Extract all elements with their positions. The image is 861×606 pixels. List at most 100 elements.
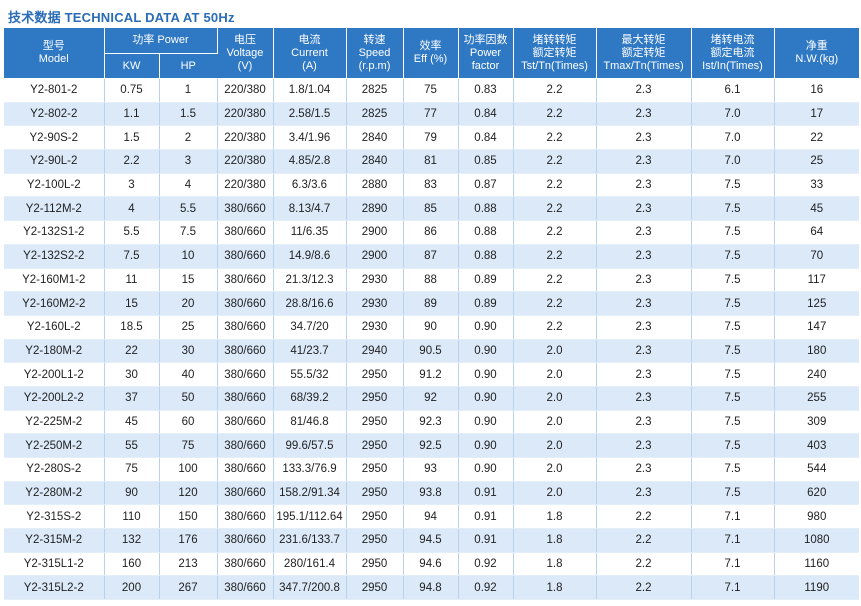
table-cell: 22 [774, 125, 859, 151]
table-row: Y2-160M2-2 15 20 380/660 28.8/16.6 2930 89 0.89… [4, 291, 859, 316]
table-cell: 2.3 [596, 173, 692, 198]
table-cell: 220/380 [217, 125, 274, 151]
table-cell: 18.5 [104, 315, 160, 340]
table-cell: 380/660 [217, 339, 274, 364]
table-cell: 1.5 [104, 125, 160, 151]
technical-data-table: 型号 Model 功率 Power 电压 Voltage (V) 电流 Curr… [4, 28, 859, 601]
table-cell: 1.1 [104, 102, 160, 127]
table-cell: 2.3 [596, 268, 692, 293]
table-cell: 17 [774, 102, 859, 127]
table-cell: 7.5 [691, 244, 775, 269]
table-cell: 544 [774, 457, 859, 482]
table-cell: 2.3 [596, 244, 692, 269]
table-cell: 75 [403, 78, 459, 103]
table-cell: 7.5 [691, 362, 775, 387]
table-cell: 87 [403, 244, 459, 269]
table-cell: 7.5 [691, 339, 775, 364]
table-cell: 100 [159, 457, 218, 482]
table-cell: 2950 [346, 433, 404, 458]
table-cell: 0.90 [458, 433, 514, 458]
table-cell: 2.2 [513, 220, 597, 245]
table-cell: 120 [159, 481, 218, 506]
table-cell: 7.5 [691, 268, 775, 293]
table-cell: 92.5 [403, 433, 459, 458]
table-cell: 255 [774, 386, 859, 411]
table-cell: 1 [159, 78, 218, 103]
table-cell: Y2-160M2-2 [4, 291, 105, 316]
header-model: 型号 Model [4, 28, 105, 79]
table-cell: 2950 [346, 386, 404, 411]
table-cell: 5.5 [104, 220, 160, 245]
table-cell: 75 [104, 457, 160, 482]
table-cell: 2.0 [513, 433, 597, 458]
table-cell: 2.2 [513, 244, 597, 269]
table-cell: Y2-280S-2 [4, 457, 105, 482]
table-cell: 20 [159, 291, 218, 316]
table-row: Y2-801-2 0.75 1 220/380 1.8/1.04 2825 75 0.83 2.… [4, 78, 859, 103]
table-cell: 2.3 [596, 315, 692, 340]
table-cell: 55 [104, 433, 160, 458]
header-voltage: 电压 Voltage (V) [217, 28, 274, 79]
table-row: Y2-250M-2 55 75 380/660 99.6/57.5 2950 92.5 0.9… [4, 433, 859, 458]
table-cell: 6.3/3.6 [273, 173, 347, 198]
table-cell: 2.3 [596, 433, 692, 458]
table-cell: 2.2 [596, 575, 692, 601]
table-cell: 2930 [346, 315, 404, 340]
table-cell: 380/660 [217, 220, 274, 245]
table-cell: 240 [774, 362, 859, 387]
table-cell: 0.84 [458, 102, 514, 127]
table-cell: 7.5 [691, 481, 775, 506]
table-cell: 34.7/20 [273, 315, 347, 340]
header-hp: HP [159, 53, 217, 79]
table-cell: 5.5 [159, 196, 218, 222]
table-cell: 1.8/1.04 [273, 78, 347, 103]
table-cell: 380/660 [217, 481, 274, 506]
table-cell: 1190 [774, 575, 859, 601]
table-cell: 380/660 [217, 244, 274, 269]
table-cell: 0.90 [458, 386, 514, 411]
table-cell: 195.1/112.64 [273, 504, 347, 530]
table-cell: 2840 [346, 149, 404, 174]
table-cell: 90 [104, 481, 160, 506]
table-cell: 93.8 [403, 481, 459, 506]
header-locked-rotor-torque: 堵转转矩 额定转矩 Tst/Tn(Times) [513, 28, 597, 79]
table-cell: 30 [159, 339, 218, 364]
table-cell: 30 [104, 362, 160, 387]
table-cell: 81/46.8 [273, 410, 347, 435]
table-cell: 380/660 [217, 362, 274, 387]
table-cell: 1.8 [513, 552, 597, 577]
table-cell: 147 [774, 315, 859, 340]
table-row: Y2-90L-2 2.2 3 220/380 4.85/2.8 2840 81 0.85 2.2… [4, 149, 859, 174]
table-cell: 200 [104, 575, 160, 601]
table-cell: 220/380 [217, 173, 274, 198]
table-cell: 180 [774, 339, 859, 364]
table-row: Y2-160M1-2 11 15 380/660 21.3/12.3 2930 88 0.89… [4, 268, 859, 293]
table-cell: 8.13/4.7 [273, 196, 347, 222]
table-row: Y2-132S1-2 5.5 7.5 380/660 11/6.35 2900 86 0.88… [4, 220, 859, 245]
header-current: 电流 Current (A) [273, 28, 347, 79]
table-cell: 2.3 [596, 386, 692, 411]
table-cell: 231.6/133.7 [273, 528, 347, 553]
table-cell: Y2-801-2 [4, 78, 105, 103]
table-row: Y2-802-2 1.1 1.5 220/380 2.58/1.5 2825 77 0.84 2… [4, 102, 859, 127]
table-cell: 79 [403, 125, 459, 151]
table-row: Y2-315S-2 110 150 380/660 195.1/112.64 2950 94… [4, 504, 859, 530]
table-cell: 7.5 [159, 220, 218, 245]
table-cell: 2.0 [513, 410, 597, 435]
table-cell: 7.5 [104, 244, 160, 269]
table-cell: 77 [403, 102, 459, 127]
table-cell: 2840 [346, 125, 404, 151]
table-cell: 2.2 [513, 291, 597, 316]
table-cell: 15 [159, 268, 218, 293]
table-cell: 380/660 [217, 268, 274, 293]
table-cell: 0.90 [458, 315, 514, 340]
table-cell: 94.6 [403, 552, 459, 577]
table-cell: 380/660 [217, 457, 274, 482]
table-row: Y2-315M-2 132 176 380/660 231.6/133.7 2950 94.… [4, 528, 859, 553]
table-cell: 41/23.7 [273, 339, 347, 364]
table-cell: 89 [403, 291, 459, 316]
table-cell: 2.0 [513, 362, 597, 387]
table-cell: 7.5 [691, 196, 775, 222]
table-row: Y2-315L1-2 160 213 380/660 280/161.4 2950 94.6… [4, 552, 859, 577]
table-cell: 94 [403, 504, 459, 530]
